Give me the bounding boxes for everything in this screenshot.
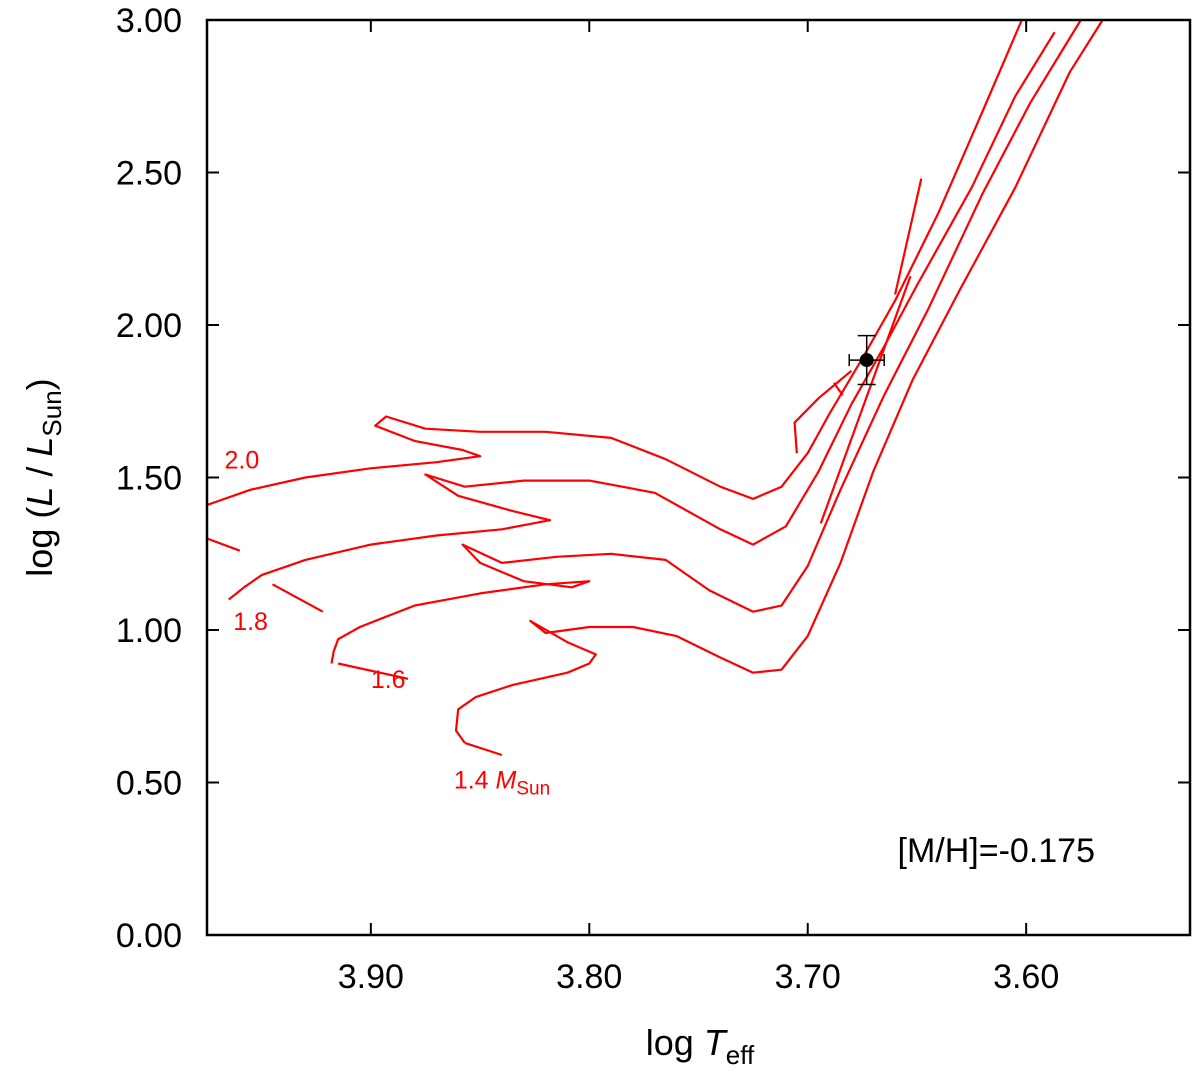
y-axis-label: log (L / LSun) <box>19 378 67 576</box>
y-tick-label: 1.00 <box>116 612 182 650</box>
y-tick-label: 1.50 <box>116 460 182 498</box>
y-axis-label-mid: / <box>19 457 60 487</box>
track-label-mass: 2.0 <box>224 446 259 474</box>
plot-frame <box>205 18 1192 937</box>
track-label-1-8: 1.8 <box>233 608 268 636</box>
track-segment-0 <box>206 537 241 552</box>
track-label-1-6: 1.6 <box>371 666 406 694</box>
y-tick-label: 0.50 <box>116 765 182 803</box>
evolution-tracks <box>206 19 1104 744</box>
track-2-0 <box>206 19 1023 507</box>
track-segment-6 <box>833 382 844 396</box>
y-axis-label-prefix: log ( <box>19 507 60 577</box>
track-label-unit: M <box>489 767 517 795</box>
observed-star <box>848 334 885 386</box>
track-segment-2 <box>337 662 409 680</box>
track-1-4 <box>454 19 1104 744</box>
y-tick-label: 2.50 <box>116 155 182 193</box>
track-segment-7 <box>894 178 923 295</box>
track-segment-5 <box>793 369 853 454</box>
y-axis-label-l: L <box>19 487 60 507</box>
y-tick-label: 2.00 <box>116 307 182 345</box>
x-axis-label-sub: eff <box>726 1040 755 1070</box>
y-axis-label-suffix: ) <box>19 378 60 390</box>
x-tick-label: 3.60 <box>993 958 1059 996</box>
y-tick-label: 3.00 <box>116 2 182 40</box>
track-label-1-4: 1.4 MSun <box>454 767 550 800</box>
track-label-mass: 1.6 <box>371 666 406 694</box>
y-tick-label: 0.00 <box>116 917 182 955</box>
x-axis-label-prefix: log <box>646 1022 704 1063</box>
axis-ticks: 3.90 3.80 3.70 3.60 0.00 0.50 1.00 1.50 2.00 2.50… <box>116 2 1190 996</box>
track-label-2-0: 2.0 <box>224 446 259 474</box>
track-1-6 <box>330 19 1082 664</box>
track-label-mass: 1.8 <box>233 608 268 636</box>
track-label-unit-sub: Sun <box>516 779 550 800</box>
data-point <box>859 353 874 368</box>
y-axis-label-sub: Sun <box>37 390 67 436</box>
x-tick-label: 3.90 <box>338 958 404 996</box>
y-axis-label-lsun: L <box>19 437 60 457</box>
track-segment-4 <box>819 275 912 524</box>
track-1-8 <box>228 31 1056 601</box>
x-axis-label-symbol: T <box>704 1022 729 1063</box>
track-segment-3 <box>464 741 503 757</box>
track-segment-1 <box>271 583 324 613</box>
x-axis-label: log Teff <box>646 1022 755 1070</box>
metallicity-annotation: [M/H]=-0.175 <box>898 832 1095 870</box>
track-label-mass: 1.4 <box>454 767 489 795</box>
x-tick-label: 3.80 <box>556 958 622 996</box>
track-labels: 2.0 1.8 1.6 1.4 MSun <box>224 446 550 799</box>
extra-track-segments <box>206 178 923 757</box>
x-tick-label: 3.70 <box>775 958 841 996</box>
